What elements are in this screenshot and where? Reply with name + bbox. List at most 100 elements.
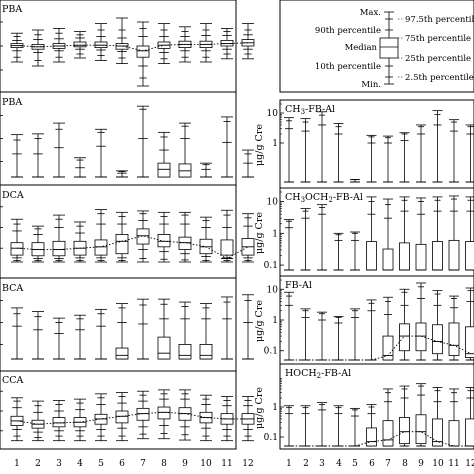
- right-panel-2-label: CH3OCH2-FB-Al: [285, 192, 363, 204]
- left-xtick-1: 1: [14, 459, 20, 469]
- left-xtick-3: 3: [56, 459, 62, 469]
- panel-5-box-6-iqr-box: [115, 410, 129, 424]
- right-xtick-11: 11: [448, 459, 459, 469]
- left-xtick-5: 5: [98, 459, 104, 469]
- legend-q1-text: 25th percentile: [405, 54, 471, 64]
- panel-9-box-10-iqr-box: [432, 418, 443, 447]
- right-xtick-6: 6: [369, 459, 375, 469]
- right-x-axis-ticks: 1 2 3 4 5 6 7 8 9 10 11 12: [286, 459, 474, 469]
- panel-9-box-9-iqr-box: [415, 414, 427, 445]
- right-panel-1-label: CH3-FB-Al: [285, 104, 335, 116]
- legend-max-text: Max.: [360, 8, 381, 18]
- right-panel-1-ylabel: μg/g Cre: [254, 124, 265, 166]
- right-xtick-2: 2: [303, 459, 309, 469]
- panel-8-box-7-iqr-box: [382, 335, 394, 361]
- panel-9-median-trend-line: [289, 431, 471, 447]
- legend-p2-text: 2.5th percentile: [405, 73, 474, 83]
- panel-8-ytick-label-1: 10: [267, 285, 279, 295]
- panel-3-median-trend-line: [16, 235, 249, 260]
- panel-4-box-9-iqr-box: [178, 343, 192, 360]
- right-xtick-12: 12: [465, 459, 474, 469]
- right-panel-4-ylabel: μg/g Cre: [254, 387, 265, 429]
- legend-p97-text: 97.5th percentile: [405, 15, 474, 25]
- right-xtick-1: 1: [286, 459, 292, 469]
- panel-3-box-3-iqr-box: [52, 240, 66, 257]
- panel-1-box-7-iqr-box: [136, 45, 150, 58]
- panel-9-ytick-label-1: 1: [272, 403, 278, 413]
- panel-8-box-10-iqr-box: [432, 324, 443, 355]
- panel-7-box-7-iqr-box: [382, 248, 394, 271]
- panel-2-box-8-iqr-box: [157, 162, 171, 178]
- panel-4-box-6-iqr-box: [115, 347, 129, 360]
- right-panel-column: 10 1 10 1 0.1 10 1 0.1 1 0.1 CH3-FB-Al CH3OCH2-FB…: [254, 99, 474, 469]
- panel-6-ytick-label-1: 10: [267, 109, 279, 119]
- panel-9-box-6-iqr-box: [366, 427, 377, 447]
- right-xtick-5: 5: [352, 459, 358, 469]
- left-xtick-11: 11: [221, 459, 232, 469]
- left-xtick-4: 4: [77, 459, 83, 469]
- panel-7-box-6-iqr-box: [366, 241, 377, 271]
- right-panel-4-frame: [279, 363, 474, 450]
- panel-6-ytick-label-2: 1: [272, 139, 278, 149]
- panel-8-box-8-iqr-box: [399, 323, 410, 352]
- right-xtick-9: 9: [418, 459, 424, 469]
- panel-8-box-9-iqr-box: [415, 322, 427, 352]
- right-xtick-7: 7: [385, 459, 391, 469]
- left-x-axis-ticks: 1 2 3 4 5 6 7 8 9 10 11 12: [14, 459, 254, 469]
- left-panel-1-label: PBA: [2, 4, 22, 15]
- right-panel-4-label: HOCH2-FB-Al: [285, 368, 351, 380]
- legend-p90-text: 90th percentile: [315, 26, 381, 36]
- right-y-axes: μg/g Cre μg/g Cre μg/g Cre μg/g Cre: [254, 124, 265, 429]
- panel-9-box-12-iqr-box: [465, 418, 474, 447]
- right-panel-3-label: FB-Al: [285, 280, 312, 291]
- panel-7-box-10-iqr-box: [432, 241, 443, 271]
- panel-3-box-1-iqr-box: [10, 242, 24, 256]
- panel-7-ytick-label-2: 1: [272, 229, 278, 239]
- panel-8-box-12-iqr-box: [465, 326, 474, 358]
- panel-3-box-8-iqr-box: [157, 233, 171, 248]
- legend-box: [379, 37, 399, 59]
- left-panel-column: PBA PBA DCA BCA CCA 1 2 3 4 5 6 7 8 9 10…: [0, 0, 255, 469]
- left-panel-3-frame: [0, 184, 237, 279]
- legend-min-text: Min.: [361, 80, 381, 90]
- panel-3-box-7-iqr-box: [136, 228, 150, 245]
- left-panel-4-label: BCA: [2, 283, 23, 294]
- right-panel-2-ylabel: μg/g Cre: [254, 212, 265, 254]
- panel-7-box-8-iqr-box: [399, 242, 410, 271]
- panel-9-box-8-iqr-box: [399, 416, 410, 445]
- right-xtick-4: 4: [336, 459, 342, 469]
- panel-3-box-5-iqr-box: [94, 239, 108, 256]
- panel-7-ytick-label-1: 10: [267, 198, 279, 208]
- panel-7-box-9-iqr-box: [415, 243, 427, 271]
- legend-frame: [279, 0, 474, 93]
- panel-1-median-trend-line: [16, 42, 249, 52]
- left-panel-5-label: CCA: [2, 375, 24, 386]
- panel-9-box-7-iqr-box: [382, 420, 394, 447]
- panel-5-box-3-iqr-box: [52, 417, 66, 428]
- left-xtick-12: 12: [242, 459, 253, 469]
- legend-q3-text: 75th percentile: [405, 34, 471, 44]
- panel-8-median-trend-line: [289, 335, 471, 361]
- panel-4-box-10-iqr-box: [199, 343, 213, 360]
- panel-3-box-6-iqr-box: [115, 233, 129, 255]
- panel-3-box-11-iqr-box: [220, 239, 234, 256]
- left-boxplots: [0, 17, 255, 442]
- right-panel-3-ylabel: μg/g Cre: [254, 300, 265, 342]
- legend-median-text: Median: [345, 43, 378, 53]
- panel-4-box-8-iqr-box: [157, 336, 171, 360]
- panel-5-box-7-iqr-box: [136, 407, 150, 421]
- panel-8-ytick-label-2: 1: [272, 316, 278, 326]
- right-xtick-3: 3: [319, 459, 325, 469]
- left-xtick-7: 7: [140, 459, 146, 469]
- left-xtick-8: 8: [161, 459, 167, 469]
- left-panel-2-label: PBA: [2, 97, 22, 108]
- left-xtick-9: 9: [182, 459, 188, 469]
- panel-1-box-4-iqr-box: [73, 41, 87, 48]
- panel-9-ytick-label-2: 0.1: [264, 433, 278, 443]
- legend: Max. 97.5th percentile 90th percentile 7…: [279, 0, 474, 93]
- left-xtick-10: 10: [200, 459, 212, 469]
- panel-8-ytick-label-3: 0.1: [264, 347, 278, 357]
- panel-8-box-11-iqr-box: [448, 322, 460, 356]
- left-panel-3-label: DCA: [2, 190, 24, 201]
